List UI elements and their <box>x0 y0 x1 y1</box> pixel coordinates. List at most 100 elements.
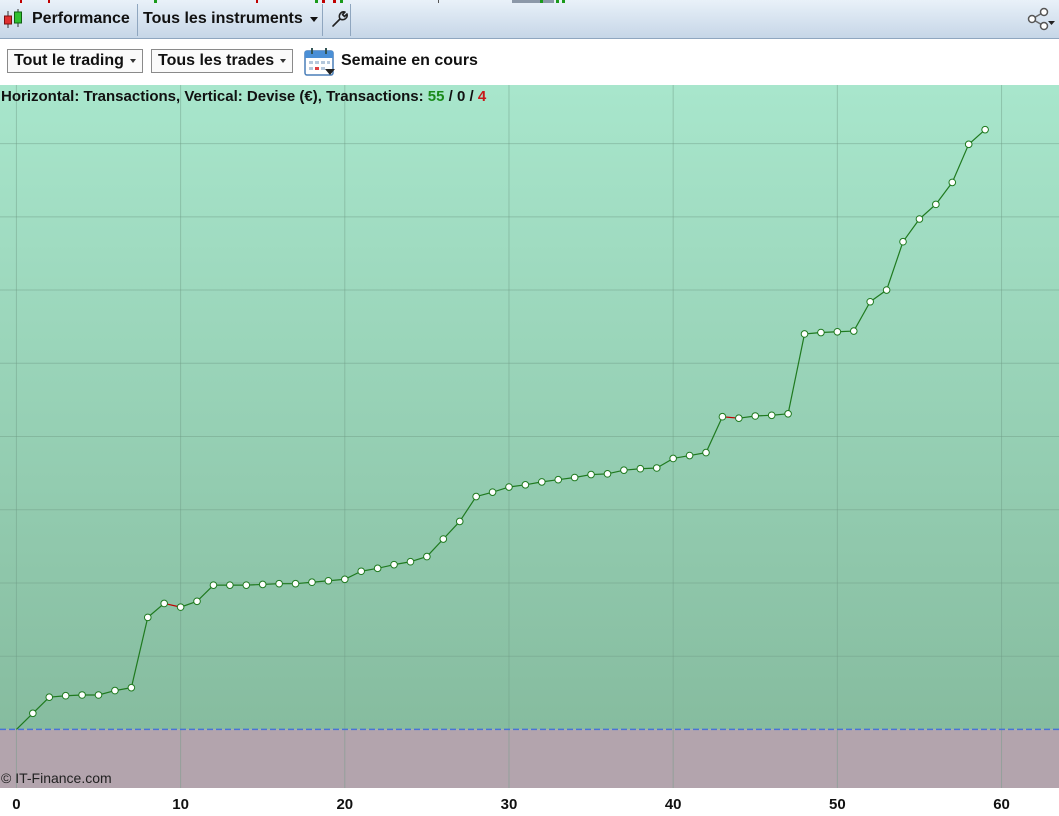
trade-point <box>193 597 201 606</box>
chevron-down-icon <box>129 59 136 63</box>
trade-point <box>258 580 267 589</box>
trade-point <box>390 560 398 569</box>
trade-point <box>160 599 168 608</box>
trade-point <box>406 557 415 566</box>
strip-marker <box>562 0 565 3</box>
calendar-button[interactable] <box>304 47 336 82</box>
trade-point <box>685 451 694 460</box>
positive-area <box>0 85 1059 730</box>
trade-point <box>340 575 349 584</box>
trade-point <box>866 297 874 306</box>
trade-point <box>373 564 382 573</box>
toolbar-separator <box>322 4 323 36</box>
strip-marker <box>340 0 343 3</box>
trade-point <box>455 517 464 526</box>
chart-header-prefix: Horizontal: Transactions, Vertical: Devi… <box>1 88 428 105</box>
equity-segment-gain <box>32 696 50 714</box>
strip-marker <box>333 0 336 3</box>
x-tick-label: 20 <box>336 796 354 813</box>
equity-segment-gain <box>935 182 953 205</box>
trade-point <box>948 178 957 187</box>
equity-segment-gain <box>459 496 477 522</box>
scope-dropdown[interactable]: Tout le trading <box>7 49 143 73</box>
chevron-down-icon <box>309 16 318 22</box>
filter-toolbar: Tout le trading Tous les trades <box>0 39 1059 86</box>
copyright-notice: © IT-Finance.com <box>1 770 112 786</box>
trade-point <box>45 693 54 701</box>
trade-point <box>78 691 86 699</box>
instruments-dropdown-label: Tous les instruments <box>143 10 303 27</box>
trade-point <box>226 581 234 589</box>
strip-marker <box>556 0 559 3</box>
trade-point <box>735 414 743 422</box>
toolbar-separator <box>350 4 351 36</box>
x-tick-label: 10 <box>172 796 189 813</box>
equity-segment-gain <box>426 538 444 558</box>
trade-point <box>488 488 497 496</box>
share-icon <box>1027 7 1055 31</box>
trade-point <box>899 237 907 246</box>
equity-chart-svg <box>0 85 1059 788</box>
equity-segment-gain <box>902 218 920 243</box>
trade-point <box>472 492 480 501</box>
trade-point <box>94 691 103 699</box>
trade-point <box>538 478 546 486</box>
settings-button[interactable] <box>330 0 350 38</box>
trade-point <box>505 483 513 491</box>
equity-segment-gain <box>196 584 214 602</box>
trade-point <box>587 470 595 479</box>
trade-point <box>964 140 973 149</box>
winning-trades-count: 55 <box>427 88 445 105</box>
strip-marker <box>512 0 554 3</box>
trade-point <box>620 466 628 474</box>
trade-point <box>849 327 858 335</box>
wrench-icon <box>332 11 348 27</box>
x-tick-label: 0 <box>12 796 21 813</box>
x-tick-label: 60 <box>993 796 1010 813</box>
trade-point <box>111 686 119 695</box>
equity-segment-gain <box>787 333 806 414</box>
neutral-trades-count: 0 <box>457 88 466 105</box>
candlestick-icon <box>4 9 22 28</box>
equity-segment-gain <box>442 521 461 540</box>
strip-marker <box>315 0 318 3</box>
performance-tab-label: Performance <box>32 10 130 27</box>
trade-point <box>176 603 185 611</box>
instruments-dropdown[interactable]: Tous les instruments <box>143 0 318 38</box>
equity-segment-gain <box>853 301 871 332</box>
trade-point <box>702 448 710 457</box>
x-axis <box>0 788 1059 816</box>
toolbar-separator <box>137 4 138 36</box>
equity-segment-gain <box>130 617 149 688</box>
x-tick-label: 50 <box>829 796 846 813</box>
equity-segment-gain <box>15 712 34 730</box>
trade-point <box>817 328 825 337</box>
chevron-down-icon <box>280 59 287 63</box>
equity-segment-gain <box>886 241 904 291</box>
trade-point <box>242 581 251 589</box>
share-button[interactable] <box>1026 0 1056 38</box>
equity-segment-gain <box>951 144 970 183</box>
trade-point <box>570 473 579 482</box>
trade-point <box>833 327 842 336</box>
trade-point <box>981 125 989 134</box>
trade-point <box>143 613 152 622</box>
x-tick-label: 30 <box>500 796 518 813</box>
trade-point <box>61 691 70 700</box>
strip-marker <box>154 0 157 3</box>
equity-chart <box>0 85 1059 788</box>
trade-point <box>29 709 37 718</box>
trade-point <box>308 578 316 587</box>
performance-tab[interactable]: Performance <box>2 0 130 38</box>
x-tick-label: 40 <box>664 796 682 813</box>
trade-point <box>669 454 677 463</box>
trade-point <box>652 464 661 472</box>
trades-dropdown[interactable]: Tous les trades <box>151 49 294 73</box>
strip-marker <box>322 0 325 3</box>
losing-trades-count: 4 <box>477 88 487 105</box>
trade-point <box>751 412 760 420</box>
period-label: Semaine en cours <box>341 52 478 69</box>
trade-point <box>209 581 218 589</box>
chart-header-sep: / <box>444 88 457 105</box>
trade-point <box>275 579 283 588</box>
